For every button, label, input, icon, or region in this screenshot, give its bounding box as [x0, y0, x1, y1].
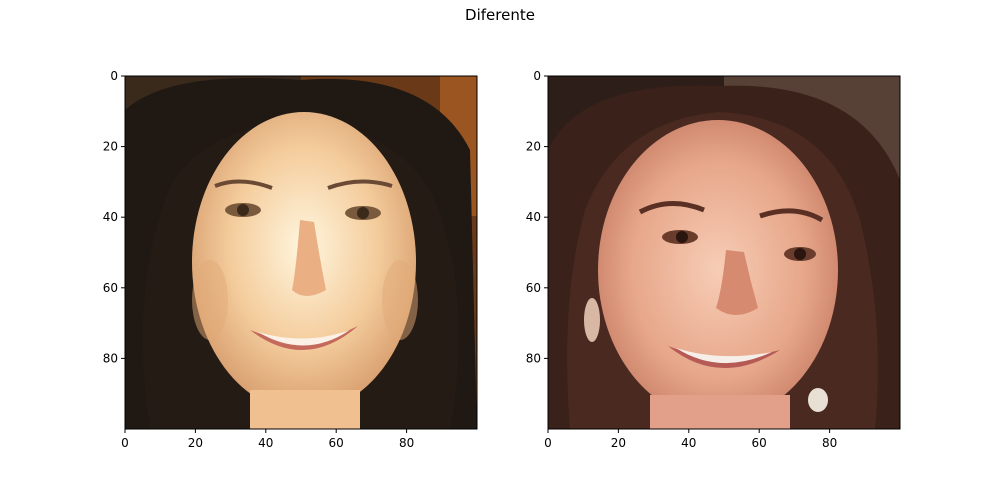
- panel-right: 0 20 40 60 80 0 20 40 60 80: [526, 69, 901, 450]
- x-tick-label: 40: [258, 436, 273, 450]
- y-tick-label: 20: [526, 140, 541, 154]
- x-tick-label: 80: [822, 436, 837, 450]
- axis-ticks-right: 0 20 40 60 80 0 20 40 60 80: [526, 69, 838, 450]
- x-tick-label: 60: [752, 436, 767, 450]
- x-tick-label: 60: [329, 436, 344, 450]
- y-tick-label: 40: [103, 210, 118, 224]
- photo-woman-dark-hair: [125, 76, 477, 429]
- y-tick-label: 20: [103, 140, 118, 154]
- x-tick-label: 40: [681, 436, 696, 450]
- x-tick-label: 20: [611, 436, 626, 450]
- x-tick-label: 80: [399, 436, 414, 450]
- photo-young-woman-brown-hair: [548, 76, 900, 429]
- x-tick-label: 0: [544, 436, 552, 450]
- y-tick-label: 60: [103, 281, 118, 295]
- axes-frame: [124, 75, 478, 430]
- panel-left: 0 20 40 60 80 0 20 40 60 80: [103, 69, 478, 450]
- y-tick-label: 80: [526, 351, 541, 365]
- axes-frame: [547, 75, 901, 430]
- x-tick-label: 0: [121, 436, 129, 450]
- y-tick-label: 0: [533, 69, 541, 83]
- y-tick-label: 60: [526, 281, 541, 295]
- y-tick-label: 40: [526, 210, 541, 224]
- y-tick-label: 0: [110, 69, 118, 83]
- axis-ticks-left: 0 20 40 60 80 0 20 40 60 80: [103, 69, 415, 450]
- y-tick-label: 80: [103, 351, 118, 365]
- figure-title: Diferente: [465, 6, 535, 24]
- x-tick-label: 20: [188, 436, 203, 450]
